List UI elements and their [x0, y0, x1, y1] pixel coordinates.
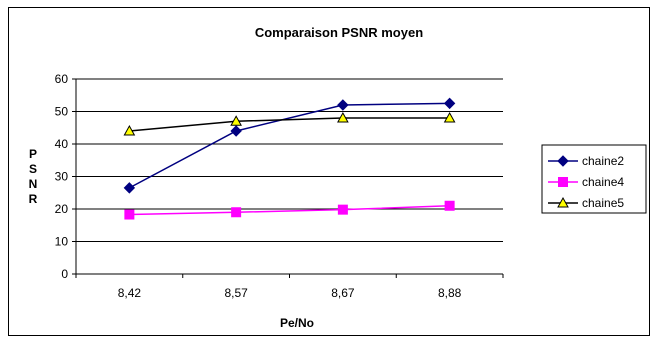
gridlines: [76, 78, 503, 242]
y-axis-label-letter: P: [29, 147, 37, 161]
data-point: [123, 124, 136, 136]
series-chaine4: [124, 200, 455, 220]
data-point: [444, 200, 455, 211]
data-point: [443, 97, 456, 110]
series-group: [123, 97, 456, 220]
y-tick-label: 30: [55, 170, 69, 184]
data-point: [337, 111, 349, 123]
x-tick-label: 8,42: [118, 286, 142, 300]
series-chaine5: [123, 111, 456, 136]
x-tick-label: 8,88: [438, 286, 462, 300]
legend-label: chaine4: [582, 175, 624, 189]
data-point: [124, 209, 135, 220]
data-point: [230, 125, 242, 137]
x-tick-labels: 8,42 8,57 8,67 8,88: [118, 286, 462, 300]
x-tick-label: 8,57: [224, 286, 248, 300]
y-tick-label: 20: [55, 202, 69, 216]
legend-label: chaine5: [582, 196, 624, 210]
data-point: [231, 207, 242, 218]
series-line: [129, 117, 450, 132]
y-tick-label: 50: [55, 105, 69, 119]
data-point: [230, 115, 242, 126]
legend-marker: [557, 196, 569, 208]
axes: [72, 78, 504, 278]
y-tick-label: 0: [61, 267, 68, 281]
series-line: [129, 205, 450, 216]
y-tick-label: 40: [55, 137, 69, 151]
y-axis-label-letter: S: [29, 162, 37, 176]
data-point: [123, 182, 136, 194]
y-tick-labels: 0 10 20 30 40 50 60: [55, 72, 69, 281]
data-point: [337, 204, 348, 215]
data-point: [443, 111, 456, 123]
chart-title: Comparaison PSNR moyen: [255, 25, 423, 40]
y-tick-label: 60: [55, 72, 69, 86]
legend-label: chaine2: [582, 154, 624, 168]
y-tick-label: 10: [55, 235, 69, 249]
legend: chaine2 chaine4 chaine5: [548, 154, 624, 210]
data-point: [337, 99, 349, 111]
legend-marker: [557, 155, 569, 167]
y-axis-label: PSNR: [29, 147, 38, 206]
y-axis-label-letter: N: [29, 177, 38, 191]
x-tick-label: 8,67: [331, 286, 355, 300]
y-axis-label-letter: R: [29, 192, 38, 206]
x-axis-label: Pe/No: [280, 316, 314, 330]
legend-marker: [558, 177, 568, 187]
series-line: [129, 102, 450, 189]
series-chaine2: [123, 97, 456, 194]
